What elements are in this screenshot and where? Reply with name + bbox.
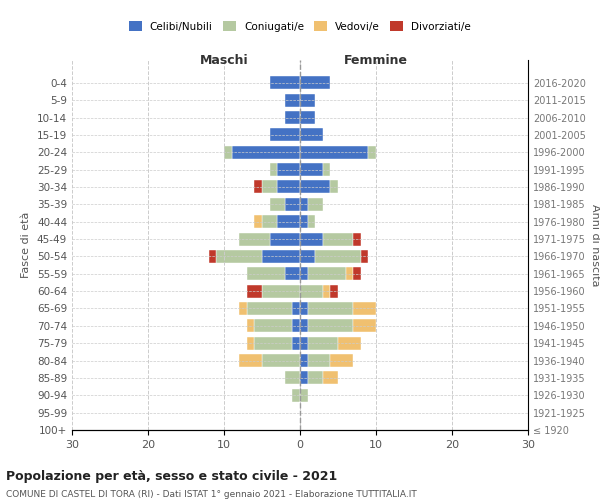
- Bar: [323, 163, 331, 176]
- Bar: [285, 111, 300, 124]
- Bar: [247, 320, 254, 332]
- Bar: [285, 94, 300, 106]
- Bar: [269, 76, 300, 90]
- Bar: [308, 198, 323, 211]
- Bar: [292, 389, 300, 402]
- Bar: [300, 215, 308, 228]
- Bar: [353, 320, 376, 332]
- Bar: [269, 232, 300, 245]
- Bar: [300, 76, 331, 90]
- Bar: [262, 354, 300, 367]
- Bar: [239, 232, 269, 245]
- Bar: [269, 198, 285, 211]
- Bar: [361, 250, 368, 263]
- Bar: [209, 250, 217, 263]
- Bar: [353, 232, 361, 245]
- Bar: [285, 198, 300, 211]
- Bar: [247, 302, 292, 315]
- Bar: [285, 267, 300, 280]
- Y-axis label: Fasce di età: Fasce di età: [22, 212, 31, 278]
- Bar: [300, 198, 308, 211]
- Bar: [262, 284, 300, 298]
- Bar: [300, 284, 323, 298]
- Bar: [300, 267, 308, 280]
- Bar: [254, 336, 292, 349]
- Bar: [300, 146, 368, 158]
- Bar: [277, 163, 300, 176]
- Bar: [292, 320, 300, 332]
- Text: COMUNE DI CASTEL DI TORA (RI) - Dati ISTAT 1° gennaio 2021 - Elaborazione TUTTIT: COMUNE DI CASTEL DI TORA (RI) - Dati IST…: [6, 490, 417, 499]
- Bar: [262, 250, 300, 263]
- Text: Popolazione per età, sesso e stato civile - 2021: Popolazione per età, sesso e stato civil…: [6, 470, 337, 483]
- Bar: [285, 372, 300, 384]
- Bar: [239, 354, 262, 367]
- Y-axis label: Anni di nascita: Anni di nascita: [590, 204, 599, 286]
- Bar: [232, 146, 300, 158]
- Bar: [300, 320, 308, 332]
- Bar: [315, 250, 361, 263]
- Bar: [292, 336, 300, 349]
- Bar: [300, 372, 308, 384]
- Bar: [292, 302, 300, 315]
- Bar: [300, 180, 331, 194]
- Bar: [308, 320, 353, 332]
- Bar: [300, 94, 315, 106]
- Bar: [353, 267, 361, 280]
- Bar: [338, 336, 361, 349]
- Bar: [300, 163, 323, 176]
- Bar: [269, 163, 277, 176]
- Bar: [300, 389, 308, 402]
- Bar: [247, 284, 262, 298]
- Bar: [254, 215, 262, 228]
- Bar: [300, 250, 315, 263]
- Bar: [368, 146, 376, 158]
- Bar: [247, 336, 254, 349]
- Bar: [323, 284, 331, 298]
- Bar: [254, 320, 292, 332]
- Bar: [217, 250, 262, 263]
- Text: Maschi: Maschi: [200, 54, 248, 67]
- Bar: [331, 354, 353, 367]
- Bar: [277, 180, 300, 194]
- Bar: [300, 111, 315, 124]
- Bar: [323, 232, 353, 245]
- Bar: [308, 372, 323, 384]
- Bar: [300, 354, 308, 367]
- Bar: [308, 336, 338, 349]
- Bar: [254, 180, 262, 194]
- Bar: [277, 215, 300, 228]
- Bar: [353, 302, 376, 315]
- Legend: Celibi/Nubili, Coniugati/e, Vedovi/e, Divorziati/e: Celibi/Nubili, Coniugati/e, Vedovi/e, Di…: [125, 17, 475, 36]
- Bar: [308, 302, 353, 315]
- Bar: [323, 372, 338, 384]
- Bar: [239, 302, 247, 315]
- Bar: [300, 302, 308, 315]
- Bar: [346, 267, 353, 280]
- Bar: [269, 128, 300, 141]
- Bar: [308, 354, 331, 367]
- Bar: [300, 336, 308, 349]
- Bar: [247, 267, 285, 280]
- Bar: [262, 215, 277, 228]
- Bar: [262, 180, 277, 194]
- Text: Femmine: Femmine: [344, 54, 408, 67]
- Bar: [308, 215, 315, 228]
- Bar: [331, 180, 338, 194]
- Bar: [331, 284, 338, 298]
- Bar: [300, 232, 323, 245]
- Bar: [300, 128, 323, 141]
- Bar: [224, 146, 232, 158]
- Bar: [308, 267, 346, 280]
